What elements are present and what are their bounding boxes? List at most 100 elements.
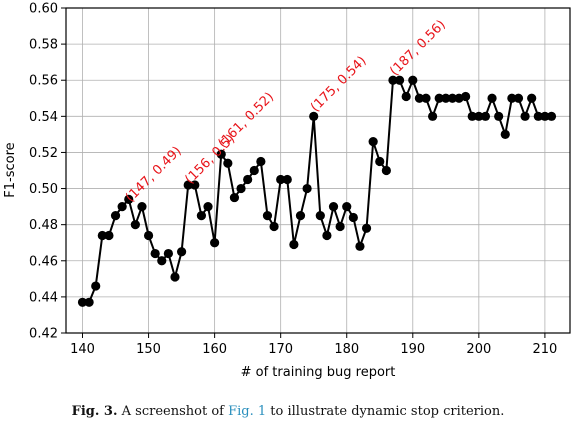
y-tick-label: 0.52 <box>29 146 58 161</box>
data-point <box>533 111 543 121</box>
data-point <box>375 156 385 167</box>
data-point <box>91 281 101 291</box>
data-point <box>388 75 398 85</box>
data-point <box>276 174 286 185</box>
data-point <box>104 230 114 241</box>
data-point <box>223 158 233 168</box>
point-annotation: (147, 0.49) <box>123 144 185 206</box>
y-tick-label: 0.44 <box>29 290 58 305</box>
y-tick-label: 0.54 <box>29 110 58 125</box>
data-point <box>401 91 411 102</box>
caption-figure-link[interactable]: Fig. 1 <box>228 404 267 419</box>
data-point <box>143 230 154 241</box>
data-point <box>117 202 127 212</box>
axis-ticks: 140 150 160 170 180 190 200 210 0.42 0.44 0.46 0.48… <box>29 2 557 358</box>
data-point <box>428 111 438 121</box>
x-tick-label: 190 <box>400 342 425 357</box>
data-point <box>150 248 160 259</box>
data-point <box>84 297 94 307</box>
x-tick-label: 170 <box>268 342 293 357</box>
point-annotation: (175, 0.54) <box>308 54 370 116</box>
data-point <box>487 93 497 103</box>
data-point <box>348 212 358 223</box>
data-point <box>176 247 187 257</box>
x-tick-label: 140 <box>70 342 95 357</box>
data-point <box>500 129 510 139</box>
data-point <box>110 211 121 221</box>
data-point <box>434 93 444 103</box>
data-point <box>540 111 550 121</box>
data-point <box>137 202 147 212</box>
data-point <box>368 137 378 147</box>
data-point <box>361 223 372 233</box>
data-point <box>77 297 88 307</box>
data-point <box>269 221 279 232</box>
data-point <box>527 93 537 103</box>
data-point <box>513 93 524 103</box>
y-tick-label: 0.60 <box>29 2 58 17</box>
x-tick-label: 160 <box>202 342 227 357</box>
data-point <box>256 156 266 167</box>
data-point <box>441 93 451 103</box>
data-point <box>190 180 200 190</box>
data-point <box>243 174 253 185</box>
data-point <box>328 202 339 212</box>
y-axis-label: F1-score <box>3 142 18 197</box>
point-annotation: (161, 0.52) <box>215 90 277 152</box>
y-tick-label: 0.50 <box>29 182 58 197</box>
data-point <box>520 111 530 121</box>
y-tick-label: 0.56 <box>29 74 58 89</box>
data-point <box>414 93 424 103</box>
y-tick-label: 0.58 <box>29 38 58 53</box>
y-tick-label: 0.46 <box>29 254 58 269</box>
data-point <box>335 221 345 232</box>
data-point <box>289 239 299 250</box>
data-point <box>474 111 484 121</box>
data-series <box>77 75 557 307</box>
data-point <box>210 238 220 248</box>
data-point <box>546 111 557 121</box>
line-chart: 140 150 160 170 180 190 200 210 0.42 0.44 0.46 0.48… <box>3 2 571 380</box>
data-point <box>394 75 405 85</box>
x-axis-label: # of training bug report <box>241 365 396 380</box>
caption-figure-label: Fig. 3. <box>71 404 118 419</box>
x-tick-label: 210 <box>532 342 557 357</box>
data-point <box>309 111 319 121</box>
data-point <box>494 111 504 121</box>
data-point <box>315 211 325 221</box>
data-point <box>249 165 259 176</box>
data-point <box>507 93 517 103</box>
data-point <box>322 230 332 241</box>
data-point <box>124 194 134 204</box>
data-point <box>408 75 418 85</box>
plot-frame <box>65 7 571 334</box>
data-point <box>461 91 471 102</box>
point-annotation: (187, 0.56) <box>387 17 449 79</box>
y-tick-label: 0.48 <box>29 218 58 233</box>
data-point <box>130 220 140 230</box>
data-point <box>196 211 207 221</box>
x-tick-label: 150 <box>136 342 161 357</box>
data-point <box>467 111 477 121</box>
data-point <box>447 93 458 103</box>
data-point <box>97 230 107 241</box>
data-point <box>170 272 180 282</box>
data-point <box>282 174 292 185</box>
figure-caption: Fig. 3. A screenshot of Fig. 1 to illust… <box>0 404 576 419</box>
data-point <box>163 248 173 259</box>
data-point <box>183 180 193 190</box>
x-tick-label: 180 <box>334 342 359 357</box>
data-point <box>302 183 312 194</box>
data-point <box>216 149 226 159</box>
data-point <box>342 202 352 212</box>
data-point <box>295 211 306 221</box>
data-point <box>262 211 273 221</box>
x-tick-label: 200 <box>466 342 491 357</box>
data-point <box>203 202 213 212</box>
data-point <box>480 111 491 121</box>
data-point <box>229 192 240 203</box>
data-point <box>236 183 246 194</box>
caption-text-before: A screenshot of <box>121 404 224 419</box>
y-tick-label: 0.42 <box>29 327 58 342</box>
data-point <box>381 165 391 176</box>
